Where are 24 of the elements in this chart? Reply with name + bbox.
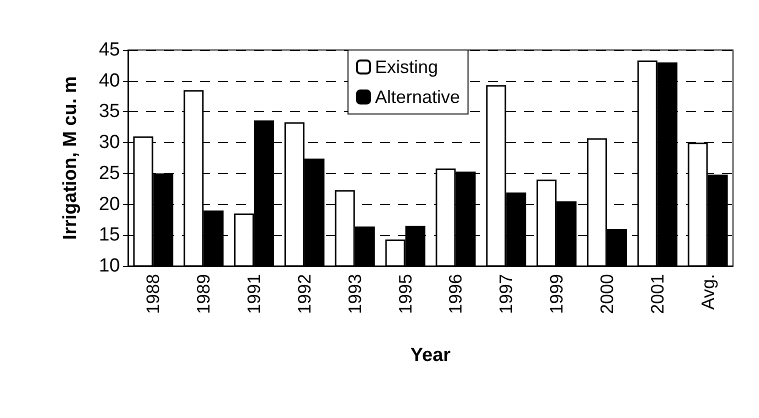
y-tick-label: 20 <box>98 194 120 215</box>
x-tick-label: 1992 <box>294 274 314 314</box>
y-tick-label: 35 <box>98 101 120 122</box>
x-tick-label: 1995 <box>395 274 416 314</box>
legend-label: Existing <box>375 57 438 77</box>
x-tick-label: 1999 <box>546 274 567 314</box>
y-tick-label: 25 <box>98 162 120 184</box>
x-tick-label: 1991 <box>244 274 264 314</box>
y-tick-label: 40 <box>98 70 120 92</box>
x-tick-label: 1988 <box>143 274 164 314</box>
x-tick-label: 1989 <box>194 274 214 314</box>
x-tick-label: Avg. <box>698 274 718 310</box>
x-tick-label: 1997 <box>496 274 516 314</box>
legend-label: Alternative <box>375 87 460 107</box>
y-tick-label: 15 <box>98 224 120 246</box>
x-tick-label: 1993 <box>344 274 365 314</box>
y-tick-label: 30 <box>98 132 120 154</box>
x-tick-label: 2000 <box>596 274 617 314</box>
x-tick-label: 2001 <box>647 274 668 314</box>
y-axis-title: Irrigation, M cu. m <box>60 76 81 240</box>
x-axis-title: Year <box>410 345 452 366</box>
x-tick-label: 1996 <box>446 274 466 314</box>
y-tick-label: 45 <box>98 40 120 60</box>
y-tick-label: 10 <box>98 256 120 276</box>
